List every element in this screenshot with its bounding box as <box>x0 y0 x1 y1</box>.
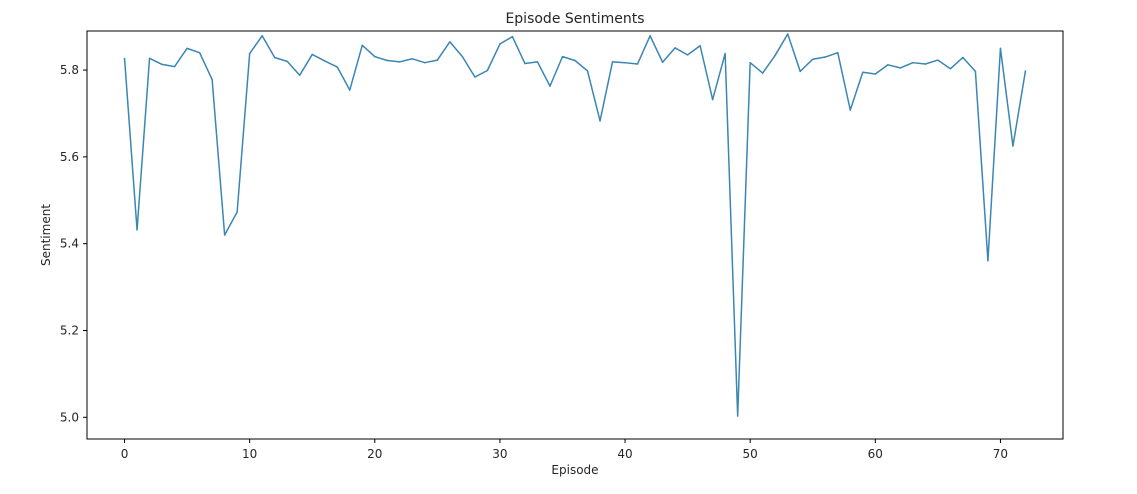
data-point <box>636 63 639 65</box>
data-point <box>461 55 464 58</box>
data-point <box>924 63 927 65</box>
data-point <box>198 51 201 54</box>
data-point <box>349 89 351 91</box>
data-point <box>912 61 914 64</box>
data-point <box>599 120 601 122</box>
x-tick-label: 60 <box>868 447 883 461</box>
y-tick-label: 5.6 <box>60 150 79 164</box>
data-point <box>273 56 276 59</box>
data-point <box>774 54 776 57</box>
x-tick-label: 70 <box>993 447 1008 461</box>
data-point <box>811 58 814 60</box>
data-point <box>1024 70 1027 72</box>
data-point <box>724 52 726 55</box>
data-point <box>286 60 288 63</box>
data-point <box>962 56 964 59</box>
data-point <box>236 211 238 213</box>
data-point <box>711 98 714 101</box>
data-point <box>799 70 801 73</box>
data-point <box>524 62 526 65</box>
data-point <box>974 70 977 73</box>
data-point <box>499 43 501 45</box>
data-point <box>336 66 339 68</box>
data-point <box>536 61 539 63</box>
data-point <box>386 59 389 62</box>
x-tick-label: 30 <box>492 447 507 461</box>
data-point <box>887 64 889 66</box>
data-point <box>298 74 301 77</box>
data-point <box>1012 145 1014 147</box>
data-point <box>987 259 989 262</box>
data-point <box>837 51 839 54</box>
chart-title: Episode Sentiments <box>505 11 644 27</box>
x-tick-label: 40 <box>617 447 632 461</box>
x-tick-label: 0 <box>121 447 129 461</box>
data-point <box>424 61 426 64</box>
data-point <box>899 67 902 69</box>
x-axis: 0 10 20 30 40 50 60 70 <box>121 439 1008 461</box>
y-axis: 5.0 5.2 5.4 5.6 5.8 <box>60 63 87 424</box>
y-tick-label: 5.4 <box>60 237 79 251</box>
data-point <box>374 55 376 58</box>
data-point <box>399 61 401 63</box>
data-point <box>786 33 789 35</box>
data-point <box>123 57 126 60</box>
data-point <box>173 65 176 68</box>
data-point <box>949 68 952 70</box>
data-point <box>411 58 414 60</box>
y-axis-label: Sentiment <box>39 204 53 266</box>
data-point <box>449 41 451 43</box>
data-point <box>436 59 439 61</box>
data-point <box>999 47 1002 50</box>
data-point <box>561 55 564 58</box>
data-point <box>699 45 701 47</box>
sentiment-line <box>123 33 1027 417</box>
data-point <box>674 47 676 49</box>
data-point <box>761 72 764 74</box>
y-tick-label: 5.0 <box>60 410 79 424</box>
data-point <box>486 69 489 72</box>
x-axis-label: Episode <box>551 463 598 477</box>
data-point <box>549 85 551 87</box>
data-point <box>611 61 614 63</box>
data-point <box>661 61 664 63</box>
data-point <box>736 415 739 417</box>
y-tick-label: 5.8 <box>60 63 79 77</box>
x-tick-label: 10 <box>242 447 257 461</box>
data-point <box>323 60 326 62</box>
data-point <box>186 47 188 50</box>
data-point <box>211 78 213 81</box>
data-point <box>862 71 864 73</box>
data-point <box>248 52 251 55</box>
data-point <box>624 61 626 64</box>
x-tick-label: 50 <box>743 447 758 461</box>
data-point <box>161 63 163 66</box>
data-point <box>686 54 689 56</box>
data-point <box>586 70 589 72</box>
plot-area <box>86 30 1064 440</box>
data-point <box>474 76 476 78</box>
data-point <box>574 59 576 62</box>
data-point <box>937 59 939 61</box>
data-point <box>148 57 151 60</box>
data-point <box>511 35 514 38</box>
data-point <box>361 44 364 47</box>
data-point <box>749 61 751 64</box>
data-point <box>649 35 651 37</box>
data-point <box>261 35 263 37</box>
x-tick-label: 20 <box>367 447 382 461</box>
data-point <box>136 229 138 231</box>
data-point <box>849 109 852 111</box>
data-point <box>824 56 827 58</box>
data-point <box>311 53 313 56</box>
data-point <box>223 234 226 236</box>
data-points <box>123 33 1027 417</box>
y-tick-label: 5.2 <box>60 323 79 337</box>
data-point <box>874 73 877 75</box>
